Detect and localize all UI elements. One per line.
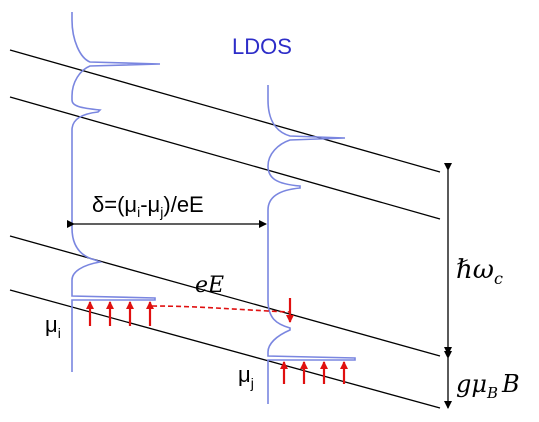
occupied-arrows-right <box>280 361 348 384</box>
level-line-3 <box>9 235 441 357</box>
occupied-arrows-left <box>86 301 154 326</box>
mu-i-label: μi <box>45 312 61 341</box>
ldos-curve-right <box>267 85 356 404</box>
tilted-levels <box>9 49 441 409</box>
delta-label: δ=(μi-μj)/eE <box>92 192 204 220</box>
tunneling-path <box>151 305 291 313</box>
mu-j-label: μj <box>238 362 254 391</box>
ldos-label: LDOS <box>232 34 292 59</box>
level-line-4 <box>9 289 441 409</box>
zeeman-gap-label: gμB B <box>456 370 520 402</box>
cyclotron-gap-label: ℏωc <box>456 255 503 288</box>
level-line-1 <box>9 49 441 173</box>
field-label: eE <box>195 273 224 298</box>
ldos-curve-left <box>71 12 161 372</box>
level-line-2 <box>9 96 441 220</box>
ldos-curves <box>71 12 356 404</box>
